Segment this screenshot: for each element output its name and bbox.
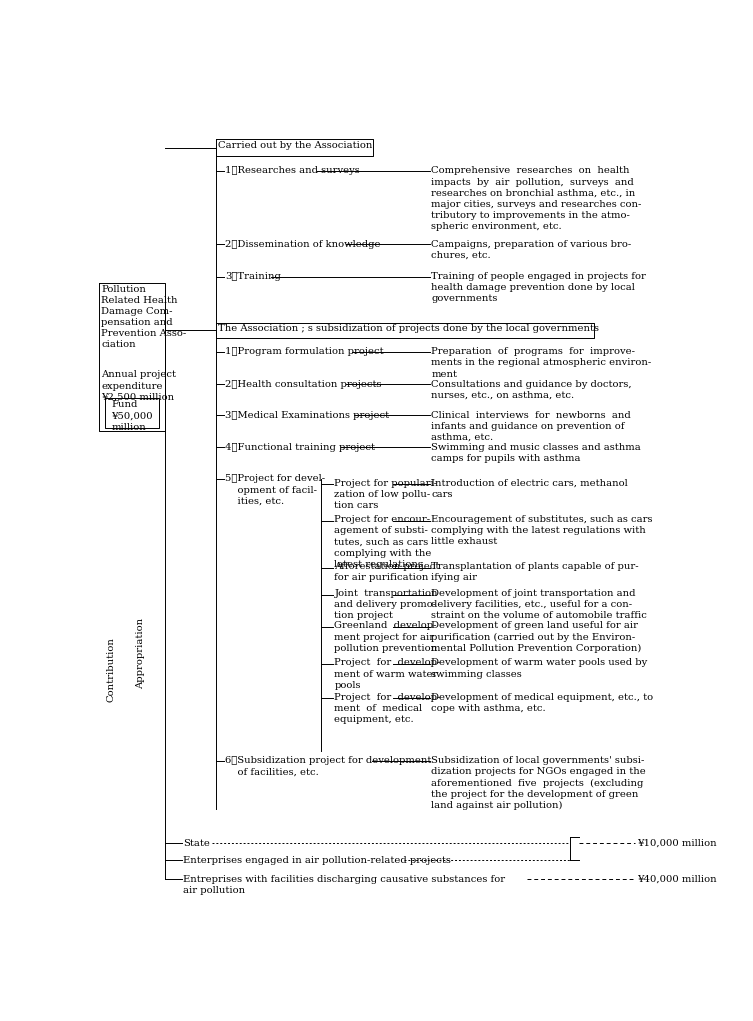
Text: Annual project
expenditure
¥2,500 million: Annual project expenditure ¥2,500 millio… [101, 371, 176, 401]
Text: 3．Medical Examinations project: 3．Medical Examinations project [225, 410, 389, 420]
Text: Carried out by the Association: Carried out by the Association [218, 141, 373, 150]
Text: Contribution: Contribution [107, 637, 116, 701]
Text: Joint  transportation
and delivery promo-
tion project: Joint transportation and delivery promo-… [334, 589, 438, 621]
Text: Enterprises engaged in air pollution-related projects: Enterprises engaged in air pollution-rel… [183, 856, 451, 865]
Text: Development of green land useful for air
purification (carried out by the Enviro: Development of green land useful for air… [431, 622, 642, 653]
Text: Entreprises with facilities discharging causative substances for
air pollution: Entreprises with facilities discharging … [183, 875, 505, 895]
Text: 1．Researches and surveys: 1．Researches and surveys [225, 166, 360, 176]
Text: The Association ; s subsidization of projects done by the local governments: The Association ; s subsidization of pro… [218, 325, 599, 333]
Text: Project for encour-
agement of substi-
tutes, such as cars
complying with the
la: Project for encour- agement of substi- t… [334, 516, 431, 569]
Text: Introduction of electric cars, methanol
cars: Introduction of electric cars, methanol … [431, 479, 628, 499]
Text: Swimming and music classes and asthma
camps for pupils with asthma: Swimming and music classes and asthma ca… [431, 443, 641, 463]
Text: Subsidization of local governments' subsi-
dization projects for NGOs engaged in: Subsidization of local governments' subs… [431, 757, 646, 810]
Text: 5．Project for devel-
    opment of facil-
    ities, etc.: 5．Project for devel- opment of facil- it… [225, 475, 325, 505]
Text: Training of people engaged in projects for
health damage prevention done by loca: Training of people engaged in projects f… [431, 272, 646, 303]
Text: 2．Dissemination of knowledge: 2．Dissemination of knowledge [225, 240, 380, 248]
Text: 1．Program formulation project: 1．Program formulation project [225, 347, 384, 356]
Text: 4．Functional training project: 4．Functional training project [225, 443, 375, 452]
Text: State: State [183, 838, 210, 847]
Text: ¥10,000 million: ¥10,000 million [636, 838, 716, 847]
Text: Clinical  interviews  for  newborns  and
infants and guidance on prevention of
a: Clinical interviews for newborns and inf… [431, 410, 631, 442]
Text: Development of medical equipment, etc., to
cope with asthma, etc.: Development of medical equipment, etc., … [431, 693, 654, 714]
Text: 3．Training: 3．Training [225, 272, 281, 281]
Text: Preparation  of  programs  for  improve-
ments in the regional atmospheric envir: Preparation of programs for improve- men… [431, 347, 651, 379]
Text: Appropriation: Appropriation [136, 619, 145, 689]
Text: ¥40,000 million: ¥40,000 million [636, 875, 716, 884]
Text: Development of warm water pools used by
swimming classes: Development of warm water pools used by … [431, 659, 648, 679]
Text: Pollution
Related Health
Damage Com-
pensation and
Prevention Asso-
ciation: Pollution Related Health Damage Com- pen… [101, 285, 186, 349]
Text: Project for populari-
zation of low pollu-
tion cars: Project for populari- zation of low poll… [334, 479, 437, 510]
Text: Consultations and guidance by doctors,
nurses, etc., on asthma, etc.: Consultations and guidance by doctors, n… [431, 380, 632, 400]
Text: Transplantation of plants capable of pur-
ifying air: Transplantation of plants capable of pur… [431, 563, 639, 582]
Text: Project  for  develop-
ment of warm water
pools: Project for develop- ment of warm water … [334, 659, 441, 689]
Text: Greenland  develop-
ment project for air
pollution prevention: Greenland develop- ment project for air … [334, 622, 437, 652]
Text: Afforestation project
for air purification: Afforestation project for air purificati… [334, 563, 440, 582]
Text: 6．Subsidization project for development
    of facilities, etc.: 6．Subsidization project for development … [225, 757, 431, 776]
Text: Campaigns, preparation of various bro-
chures, etc.: Campaigns, preparation of various bro- c… [431, 240, 632, 259]
Text: Encouragement of substitutes, such as cars
complying with the latest regulations: Encouragement of substitutes, such as ca… [431, 516, 653, 546]
Text: Fund
¥50,000
million: Fund ¥50,000 million [111, 400, 153, 432]
Text: Development of joint transportation and
delivery facilities, etc., useful for a : Development of joint transportation and … [431, 589, 647, 621]
Text: 2．Health consultation projects: 2．Health consultation projects [225, 380, 382, 389]
Text: Comprehensive  researches  on  health
impacts  by  air  pollution,  surveys  and: Comprehensive researches on health impac… [431, 166, 642, 231]
Text: Project  for  develop-
ment  of  medical
equipment, etc.: Project for develop- ment of medical equ… [334, 693, 441, 724]
